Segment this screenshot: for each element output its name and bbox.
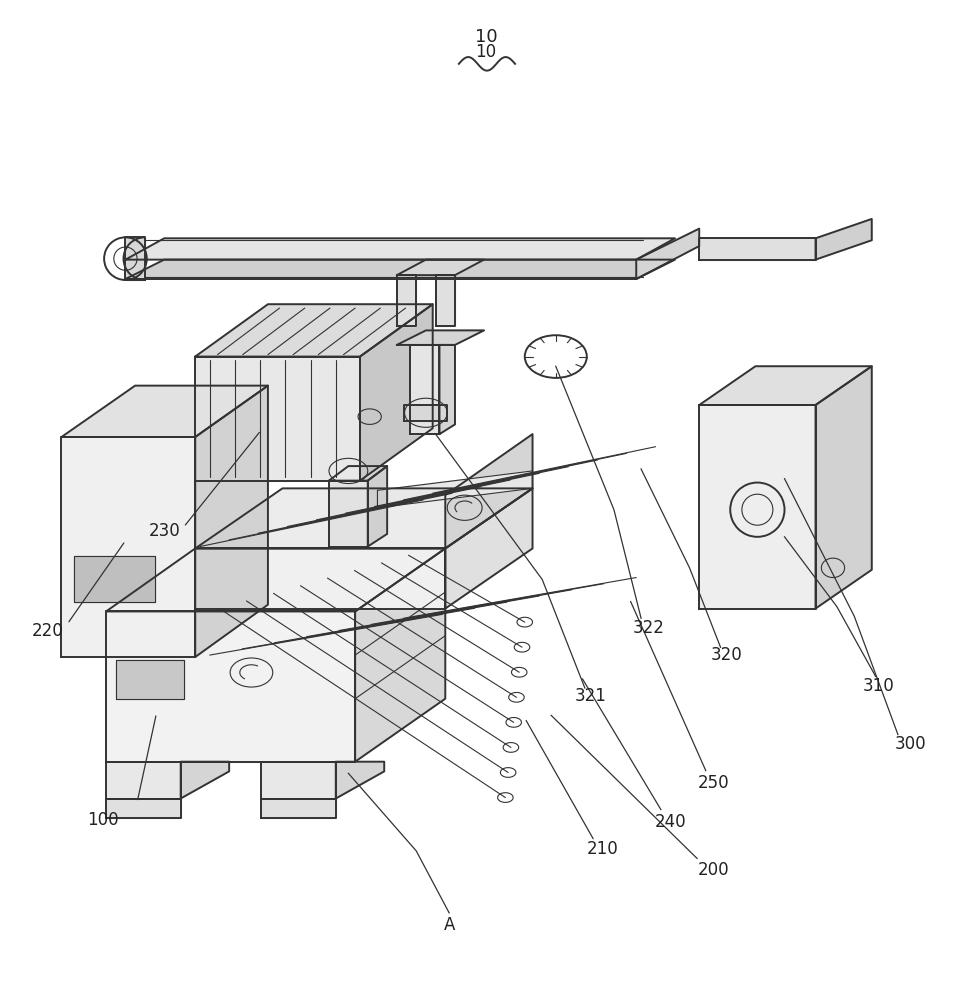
Polygon shape <box>125 238 675 260</box>
Text: 320: 320 <box>711 646 743 664</box>
Polygon shape <box>699 366 872 405</box>
Polygon shape <box>195 304 433 357</box>
Polygon shape <box>403 405 447 421</box>
Polygon shape <box>106 611 355 762</box>
Polygon shape <box>61 437 195 657</box>
Polygon shape <box>74 556 155 602</box>
Text: 322: 322 <box>633 619 665 637</box>
Polygon shape <box>699 405 816 609</box>
Polygon shape <box>125 260 675 279</box>
Polygon shape <box>439 345 455 434</box>
Polygon shape <box>445 488 533 609</box>
Polygon shape <box>699 238 816 260</box>
Text: A: A <box>443 916 455 934</box>
Polygon shape <box>435 275 455 326</box>
Polygon shape <box>397 330 484 345</box>
Polygon shape <box>125 237 145 280</box>
Polygon shape <box>816 219 872 260</box>
Text: 10: 10 <box>474 28 498 46</box>
Polygon shape <box>261 799 335 818</box>
Polygon shape <box>181 762 229 799</box>
Text: 10: 10 <box>475 43 497 61</box>
Polygon shape <box>195 357 360 481</box>
Text: 210: 210 <box>586 840 618 858</box>
Text: 321: 321 <box>574 687 607 705</box>
Polygon shape <box>116 660 184 699</box>
Text: 230: 230 <box>149 522 180 540</box>
Polygon shape <box>106 548 445 611</box>
Polygon shape <box>637 229 699 279</box>
Polygon shape <box>377 471 533 508</box>
Polygon shape <box>410 345 439 434</box>
Text: 200: 200 <box>698 861 730 879</box>
Polygon shape <box>61 386 268 437</box>
Polygon shape <box>329 481 367 547</box>
Polygon shape <box>195 548 445 609</box>
Text: 220: 220 <box>32 622 64 640</box>
Polygon shape <box>195 386 268 657</box>
Text: 240: 240 <box>654 813 686 831</box>
Polygon shape <box>355 548 445 762</box>
Polygon shape <box>106 762 181 799</box>
Text: 250: 250 <box>698 774 730 792</box>
Polygon shape <box>329 466 387 481</box>
Polygon shape <box>106 799 181 818</box>
Polygon shape <box>367 466 387 547</box>
Polygon shape <box>335 762 384 799</box>
Text: 300: 300 <box>894 735 926 753</box>
Text: 100: 100 <box>87 811 119 829</box>
Polygon shape <box>261 762 335 799</box>
Polygon shape <box>397 260 484 275</box>
Polygon shape <box>360 304 433 481</box>
Polygon shape <box>445 434 533 548</box>
Polygon shape <box>397 275 416 326</box>
Polygon shape <box>816 366 872 609</box>
Polygon shape <box>195 488 533 548</box>
Text: 310: 310 <box>863 677 894 695</box>
